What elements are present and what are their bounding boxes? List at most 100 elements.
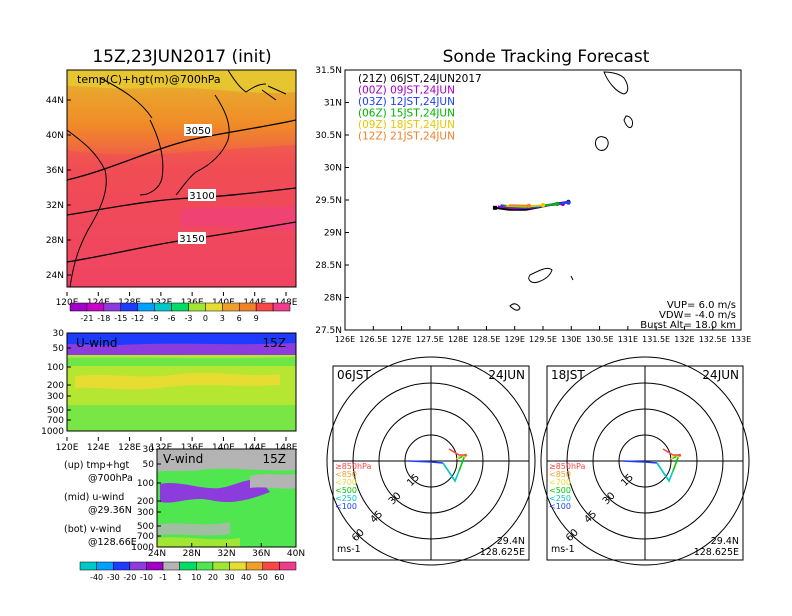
u-lon-label-140e: 140E	[212, 443, 235, 453]
v-wind-time: 15Z	[263, 452, 287, 466]
u-p-label-300: 300	[47, 392, 64, 402]
hodo-level-850: <850	[549, 470, 571, 479]
track-lat-label-28n: 28N	[324, 294, 342, 304]
legend-entry-0: (21Z) 06JST,24JUN2017	[358, 73, 482, 85]
u-wind-time: 15Z	[263, 336, 287, 350]
v-lat-label-24n: 24N	[148, 549, 166, 559]
track-lon-label-132e: 132E	[674, 335, 694, 344]
temp-colorbar-swatch	[154, 302, 172, 312]
param-burst: Burst Alt= 18.0 km	[640, 320, 736, 331]
temp-lat-label-28n: 28N	[46, 236, 64, 246]
track-lon-label-130e: 130E	[561, 335, 581, 344]
track-lat-label-29-5n: 29.5N	[315, 196, 342, 206]
contour-label-3100: 3100	[189, 191, 214, 202]
temp-lat-label-24n: 24N	[46, 271, 64, 281]
wind-colorbar-label-20: 20	[208, 573, 218, 582]
hodo-level-700: <700	[549, 478, 571, 487]
track-legend: (21Z) 06JST,24JUN2017(00Z) 09JST,24JUN(0…	[358, 73, 482, 143]
temp-field-bands	[67, 70, 296, 287]
wind-colorbar: -40 -30 -20 -10 -1 1 10 20 30 40 50 60	[79, 561, 297, 582]
temp-lat-label-32n: 32N	[46, 201, 64, 211]
u-wind-frame	[66, 332, 297, 432]
track-end-point-5	[526, 203, 532, 209]
wind-colorbar-label-1: 1	[177, 573, 182, 582]
temp-colorbar-label-21: -21	[80, 314, 93, 323]
wind-colorbar-swatch	[79, 561, 97, 571]
track-lon-label-127e: 127E	[391, 335, 411, 344]
legend-entry-5: (12Z) 21JST,24JUN	[358, 131, 455, 143]
wind-colorbar-swatch	[279, 561, 297, 571]
note-bot-1: (bot) v-wind	[64, 524, 121, 535]
track-lon-label-129e: 129E	[505, 335, 525, 344]
hodo-unit: ms-1	[337, 544, 361, 555]
v-p-label-30: 30	[143, 445, 155, 455]
temp-colorbar-swatch	[272, 302, 291, 312]
temp-colorbar-swatch	[255, 302, 274, 312]
hodo-unit: ms-1	[551, 544, 575, 555]
main-title: Sonde Tracking Forecast	[443, 47, 650, 67]
u-p-label-50: 50	[53, 344, 65, 354]
wind-colorbar-swatch	[262, 561, 280, 571]
launch-marker	[492, 205, 497, 210]
temp-colorbar: -21 -18 -15 -12 -9 -6 -3 0 3 6 9	[69, 302, 291, 323]
temp-colorbar-swatch	[222, 302, 240, 312]
track-lat-label-31n: 31N	[324, 99, 342, 109]
v-p-label-200: 200	[137, 497, 154, 507]
note-bot-2: @128.66E	[88, 537, 137, 548]
v-lat-label-32n: 32N	[217, 549, 235, 559]
track-coastlines	[509, 71, 633, 311]
temp-map-panel: 3050 3100 3150 temp(C)+hgt(m)@700hPa 44N…	[46, 69, 298, 323]
temp-colorbar-label-6: 6	[237, 314, 242, 323]
hodo-level-500: <500	[335, 486, 357, 495]
wind-colorbar-swatch	[196, 561, 214, 571]
u-p-label-700: 700	[47, 416, 64, 426]
temp-map-label: temp(C)+hgt(m)@700hPa	[77, 73, 221, 86]
hodo-level-100: <100	[335, 502, 357, 511]
wind-colorbar-label-20: -20	[123, 573, 136, 582]
u-p-label-200: 200	[47, 381, 64, 391]
hodo-lon: 128.625E	[694, 547, 739, 558]
hodo-ring-60	[326, 356, 536, 566]
v-p-label-100: 100	[137, 479, 154, 489]
init-title: 15Z,23JUN2017 (init)	[92, 47, 271, 67]
legend-entry-1: (00Z) 09JST,24JUN	[358, 85, 455, 97]
hodo-level-250: <250	[335, 494, 357, 503]
hodo-trace-1	[442, 462, 460, 483]
track-lon-label-127-5e: 127.5E	[416, 335, 444, 344]
v-lat-label-28n: 28N	[183, 549, 201, 559]
track-line-5	[509, 204, 529, 207]
track-lat-label-29n: 29N	[324, 229, 342, 239]
hodo-trace-0	[622, 460, 658, 464]
temp-colorbar-swatch	[205, 302, 223, 312]
track-lon-label-128-5e: 128.5E	[472, 335, 500, 344]
hodo-date: 24JUN	[488, 368, 525, 382]
hodo-lat: 29.4N	[497, 536, 525, 547]
legend-entry-3: (06Z) 15JST,24JUN	[358, 108, 455, 120]
wind-colorbar-swatch	[229, 561, 247, 571]
track-series	[492, 199, 571, 211]
wind-colorbar-label-50: 50	[258, 573, 268, 582]
temp-colorbar-label-3: -3	[184, 314, 192, 323]
wind-colorbar-swatch	[129, 561, 147, 571]
v-lat-label-40n: 40N	[287, 549, 305, 559]
wind-colorbar-swatch	[162, 561, 180, 571]
v-p-label-50: 50	[143, 460, 155, 470]
hodo-time: 06JST	[337, 368, 371, 382]
track-lon-label-128e: 128E	[448, 335, 468, 344]
temp-colorbar-label-3: 3	[220, 314, 225, 323]
temp-colorbar-label-18: -18	[97, 314, 110, 323]
legend-entry-2: (03Z) 12JST,24JUN	[358, 96, 455, 108]
u-p-label-100: 100	[47, 363, 64, 373]
temp-colorbar-label-9: 9	[254, 314, 259, 323]
note-mid-1: (mid) u-wind	[64, 492, 124, 503]
hodo-trace-5	[448, 448, 467, 456]
wind-colorbar-label-40: -40	[90, 573, 103, 582]
param-vup: VUP= 6.0 m/s	[667, 300, 736, 311]
legend-entry-4: (09Z) 18JST,24JUN	[358, 119, 455, 131]
track-lon-label-130-5e: 130.5E	[586, 335, 614, 344]
hodo-date: 24JUN	[702, 368, 739, 382]
wind-colorbar-swatch	[179, 561, 197, 571]
u-wind-label: U-wind	[76, 336, 117, 350]
u-lon-label-136e: 136E	[181, 443, 204, 453]
